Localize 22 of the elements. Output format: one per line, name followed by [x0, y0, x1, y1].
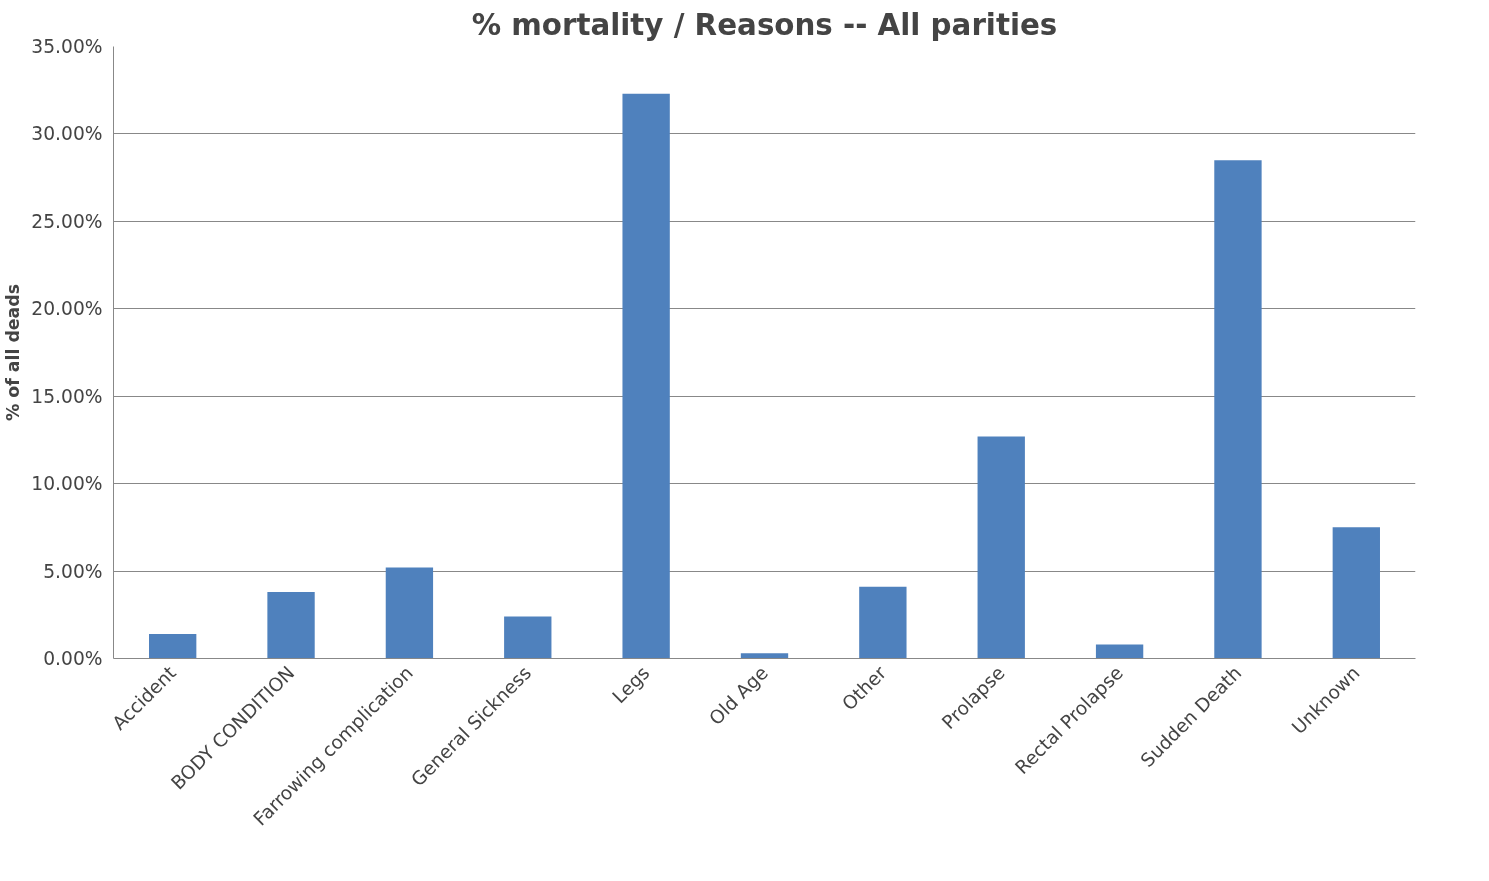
bar	[149, 634, 197, 659]
y-tick-label: 20.00%	[31, 298, 103, 320]
y-tick-label: 10.00%	[31, 473, 103, 495]
chart-title: % mortality / Reasons -- All parities	[471, 7, 1058, 42]
bar	[385, 567, 434, 659]
bar	[1214, 160, 1262, 659]
bar	[859, 586, 907, 659]
y-tick-label: 0.00%	[43, 648, 103, 669]
y-tick-label: 5.00%	[43, 560, 103, 582]
bar	[622, 93, 670, 659]
y-tick-label: 35.00%	[31, 36, 103, 57]
y-tick-label: 30.00%	[31, 123, 103, 145]
bar	[504, 616, 552, 659]
y-axis-title: % of all deads	[3, 283, 24, 422]
y-tick-label: 25.00%	[31, 210, 103, 232]
x-tick-label: Old Age	[704, 662, 772, 730]
bar	[267, 592, 315, 659]
y-tick-label: 15.00%	[31, 385, 103, 407]
bar	[740, 653, 789, 659]
bar	[977, 436, 1025, 659]
bar	[1095, 644, 1144, 659]
bar	[1332, 527, 1380, 659]
